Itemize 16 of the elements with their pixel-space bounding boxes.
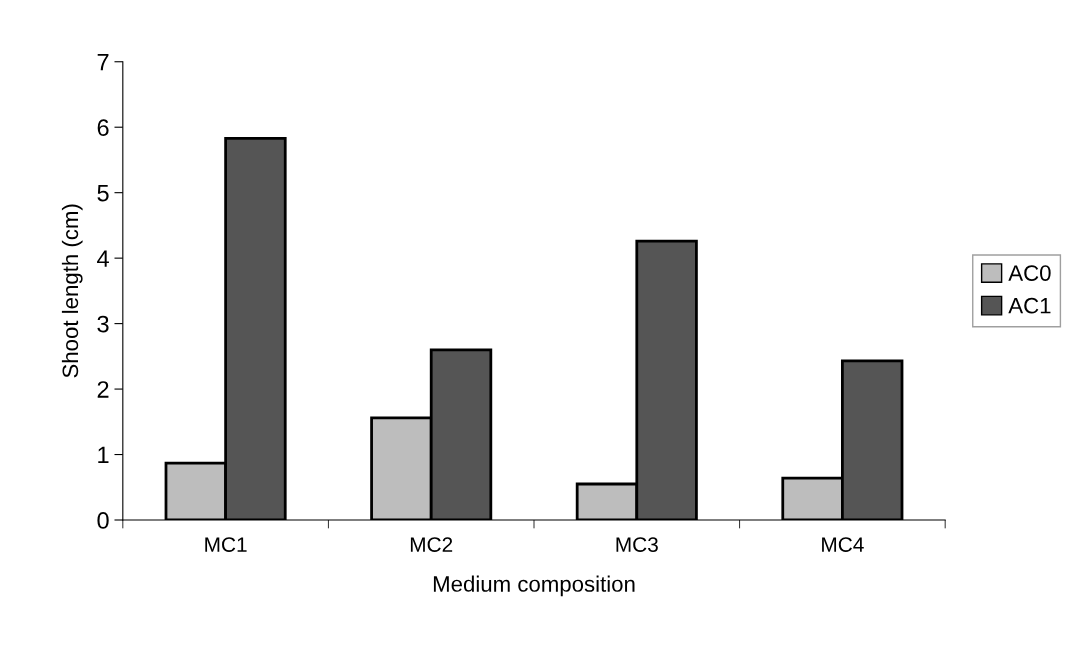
y-tick-label: 3 — [97, 315, 109, 333]
x-axis-title: Medium composition — [433, 575, 635, 597]
x-tick-label: MC2 — [410, 537, 453, 552]
y-tick-label: 1 — [98, 446, 109, 464]
y-axis-title: Shoot length (cm) — [61, 204, 83, 378]
legend-label: AC0 — [1008, 265, 1051, 281]
y-tick-label: 6 — [97, 119, 109, 136]
y-tick-label: 4 — [97, 250, 109, 267]
x-tick-label: MC1 — [205, 537, 247, 552]
y-tick-label: 2 — [97, 381, 109, 398]
y-tick-label: 7 — [97, 54, 109, 71]
x-tick-label: MC3 — [616, 537, 658, 552]
y-tick-label: 0 — [97, 512, 109, 529]
x-tick-label: MC4 — [822, 537, 864, 552]
legend-label: AC1 — [1008, 297, 1051, 314]
y-tick-label: 5 — [97, 184, 109, 202]
